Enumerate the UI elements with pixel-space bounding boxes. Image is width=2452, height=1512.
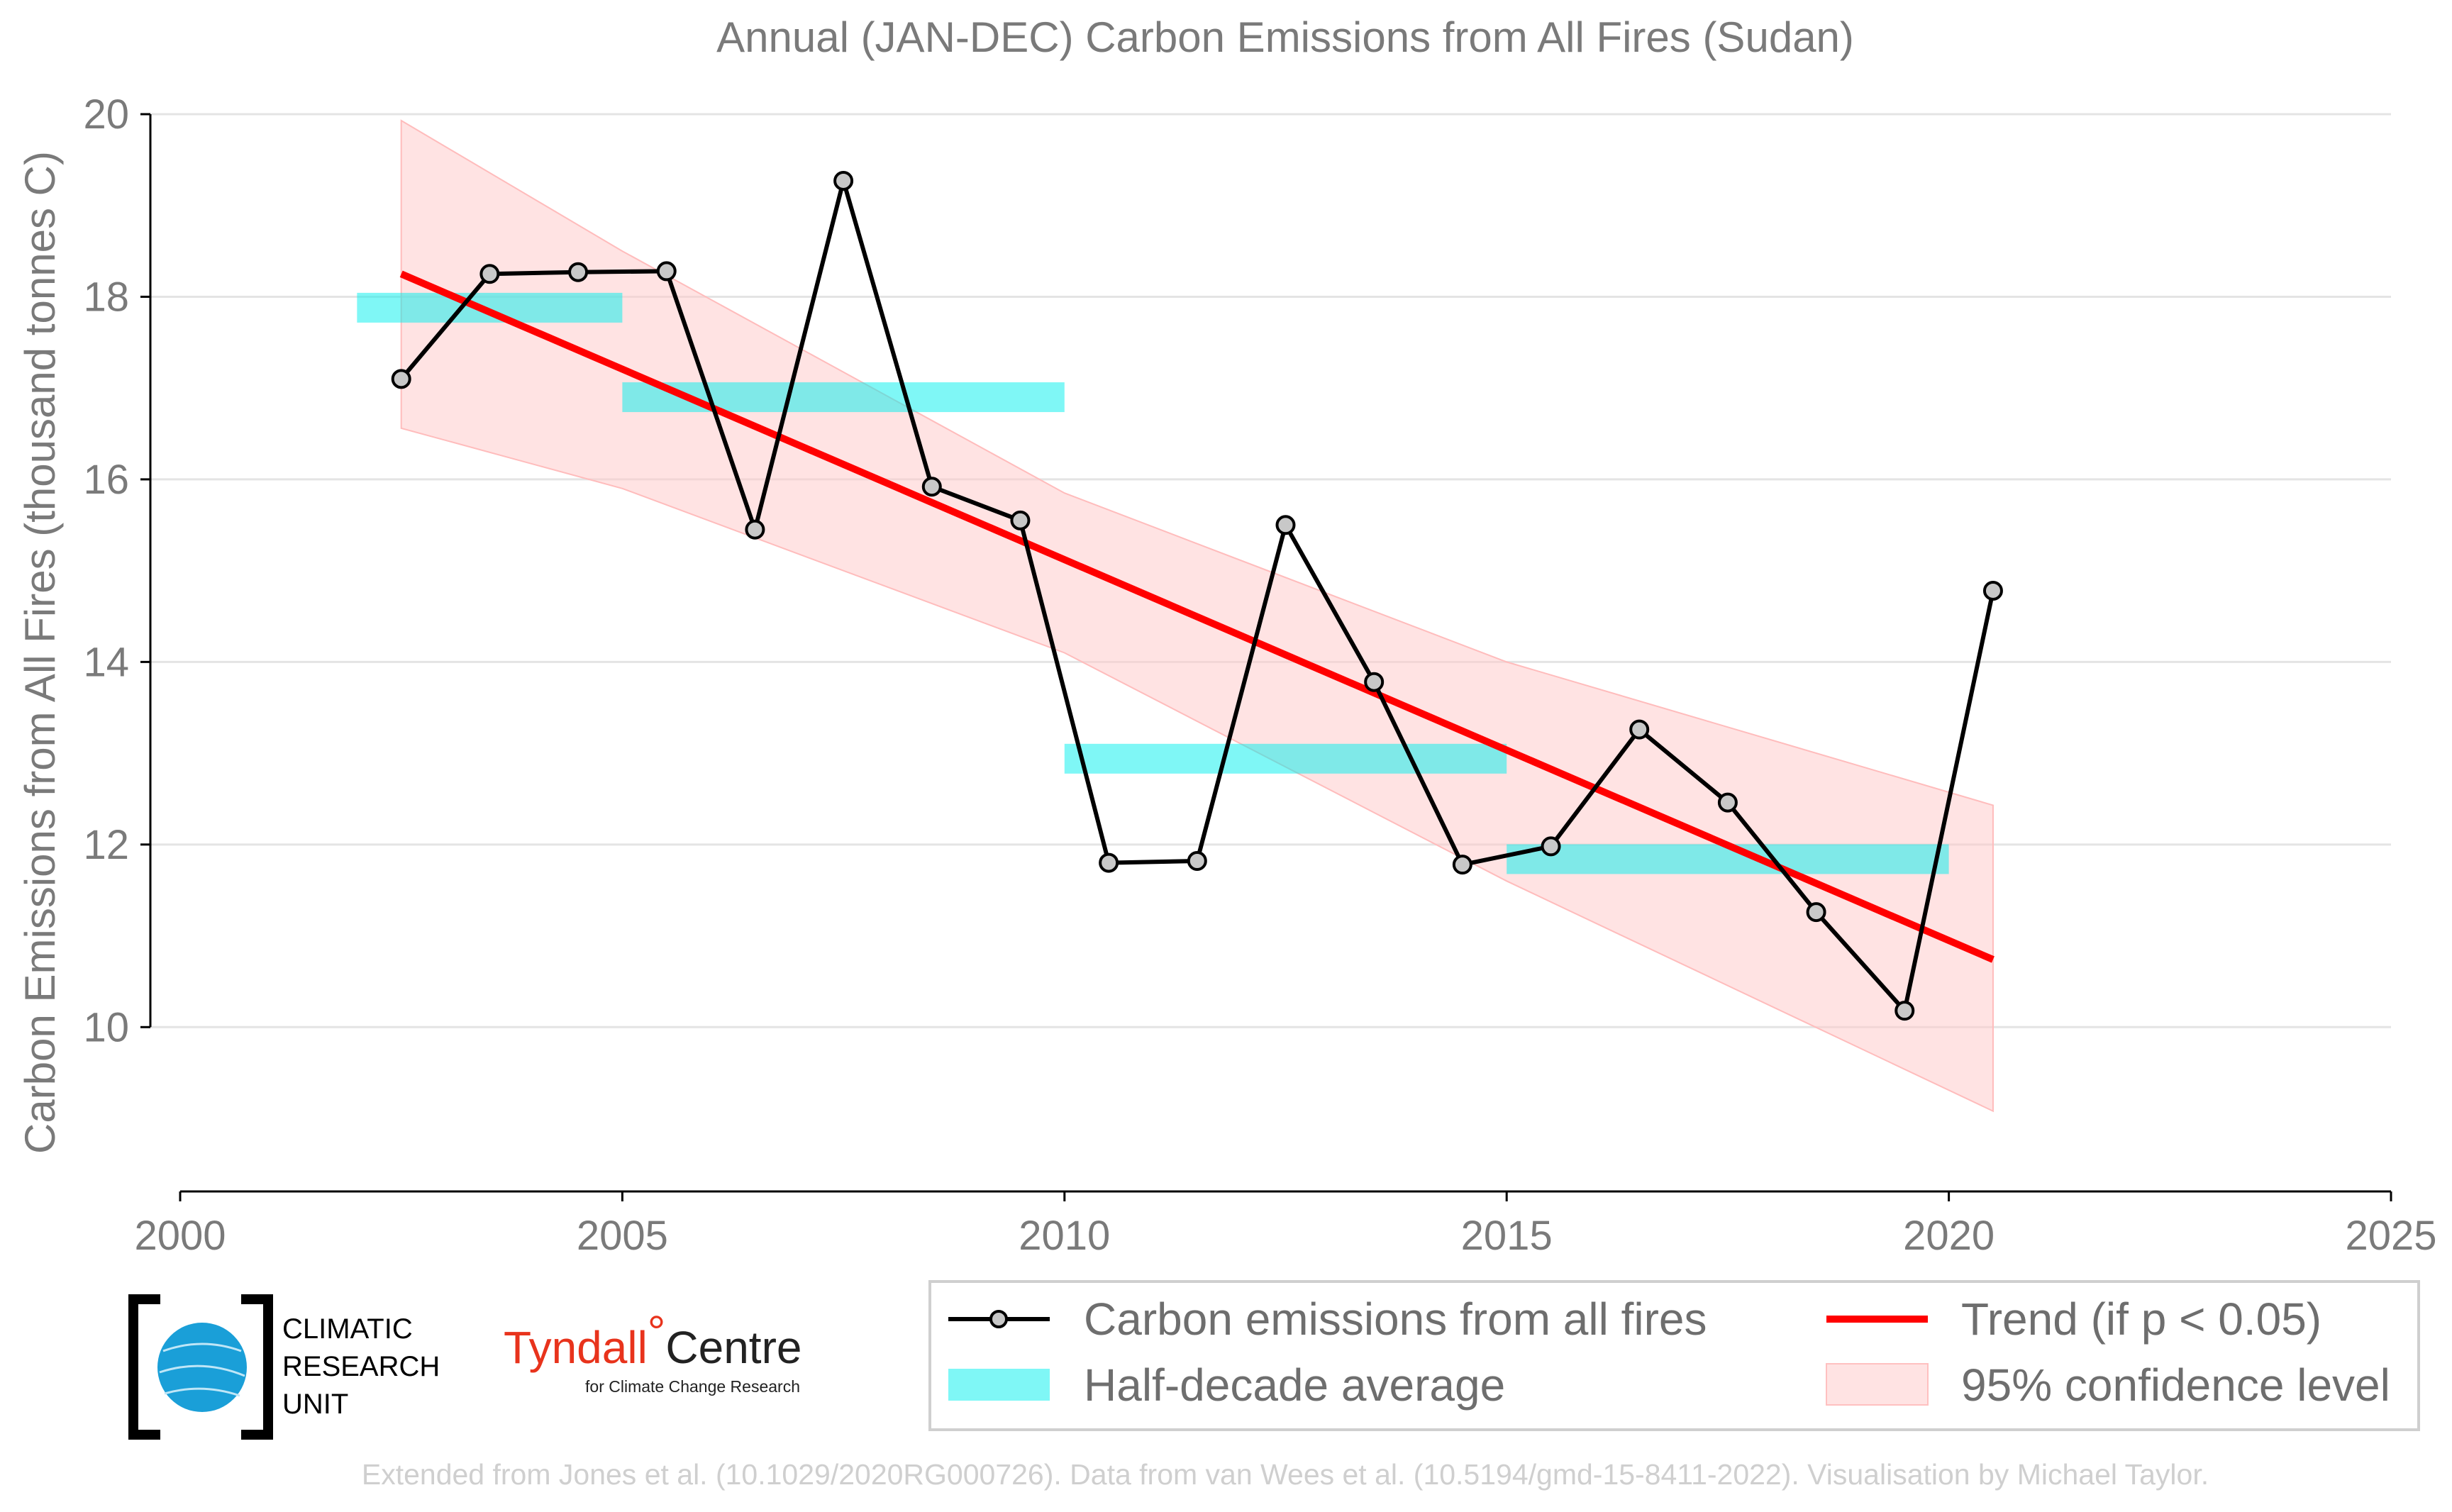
emissions-point bbox=[656, 261, 677, 282]
trend-line bbox=[399, 270, 1995, 963]
emissions-point bbox=[568, 262, 589, 282]
emissions-point bbox=[1895, 1001, 1915, 1021]
legend-label: 95% confidence level bbox=[1961, 1360, 2390, 1411]
legend-item-emissions: Carbon emissions from all fires bbox=[948, 1294, 1707, 1345]
cru-bracket-right bbox=[241, 1294, 273, 1440]
cru-logo: CLIMATIC RESEARCH UNIT bbox=[128, 1294, 440, 1441]
emissions-point bbox=[1275, 515, 1296, 535]
legend-marker-swatch bbox=[989, 1310, 1008, 1328]
legend: Carbon emissions from all fires Trend (i… bbox=[928, 1280, 2420, 1431]
y-tick-label: 20 bbox=[83, 91, 129, 138]
emissions-point bbox=[1629, 719, 1650, 740]
globe-icon bbox=[157, 1323, 247, 1412]
emissions-point bbox=[1099, 852, 1119, 873]
cru-text-line-1: CLIMATIC bbox=[282, 1313, 413, 1345]
emissions-point bbox=[1452, 855, 1472, 875]
tyndall-logo: Tyndall°Centre for Climate Change Resear… bbox=[504, 1306, 801, 1396]
emissions-point bbox=[1806, 902, 1826, 923]
x-tick-label: 2020 bbox=[1903, 1213, 1995, 1259]
legend-label: Carbon emissions from all fires bbox=[1084, 1294, 1707, 1345]
x-tick-label: 2000 bbox=[134, 1213, 226, 1259]
emissions-point bbox=[921, 477, 942, 497]
legend-band-swatch bbox=[1826, 1363, 1929, 1406]
legend-item-half-decade: Half-decade average bbox=[948, 1360, 1505, 1411]
emissions-point bbox=[1010, 510, 1031, 530]
tyndall-wordmark: Tyndall°Centre bbox=[504, 1306, 801, 1373]
legend-label: Half-decade average bbox=[1084, 1360, 1505, 1411]
x-tick-label: 2005 bbox=[577, 1213, 668, 1259]
half-decade-bar bbox=[1064, 743, 1507, 774]
emissions-point bbox=[833, 170, 854, 191]
globe-lines-icon bbox=[159, 1343, 245, 1397]
half-decade-bar bbox=[1507, 844, 1949, 874]
emissions-point bbox=[479, 264, 500, 284]
legend-frame bbox=[928, 1280, 2420, 1431]
cru-bracket-left bbox=[128, 1294, 160, 1440]
emissions-point bbox=[1982, 580, 2003, 601]
emissions-series-layer bbox=[391, 170, 2003, 1021]
tick-labels: 2000 2005 2010 2015 2020 2025 10 12 14 16 18 20 bbox=[83, 91, 2436, 1259]
legend-bar-swatch bbox=[948, 1369, 1050, 1401]
x-tick-label: 2015 bbox=[1461, 1213, 1553, 1259]
legend-item-trend: Trend (if p < 0.05) bbox=[1826, 1294, 2321, 1345]
cru-text-line-3: UNIT bbox=[282, 1389, 348, 1420]
emissions-point bbox=[1541, 836, 1561, 857]
emissions-point bbox=[1187, 851, 1207, 872]
emissions-point bbox=[1717, 792, 1738, 813]
x-tick-label: 2025 bbox=[2345, 1213, 2436, 1259]
x-tick-label: 2010 bbox=[1019, 1213, 1110, 1259]
axes bbox=[140, 113, 2392, 1201]
half-decade-layer bbox=[357, 292, 1949, 874]
emissions-point bbox=[391, 369, 411, 389]
half-decade-bar bbox=[357, 292, 623, 323]
emissions-point bbox=[1364, 672, 1385, 692]
y-tick-label: 10 bbox=[83, 1004, 129, 1050]
legend-label: Trend (if p < 0.05) bbox=[1961, 1294, 2321, 1345]
emissions-point bbox=[745, 519, 765, 540]
footer-credit: Extended from Jones et al. (10.1029/2020… bbox=[362, 1458, 2209, 1491]
cru-text-line-2: RESEARCH bbox=[282, 1351, 440, 1382]
chart-title: Annual (JAN-DEC) Carbon Emissions from A… bbox=[716, 13, 1854, 61]
y-tick-label: 14 bbox=[83, 639, 129, 685]
trend-layer bbox=[399, 270, 1995, 963]
y-tick-label: 18 bbox=[83, 274, 129, 320]
legend-item-confidence: 95% confidence level bbox=[1826, 1360, 2390, 1411]
y-axis-label: Carbon Emissions from All Fires (thousan… bbox=[16, 151, 64, 1154]
y-tick-label: 16 bbox=[83, 457, 129, 503]
y-tick-label: 12 bbox=[83, 822, 129, 868]
tyndall-subtitle: for Climate Change Research bbox=[585, 1377, 800, 1396]
